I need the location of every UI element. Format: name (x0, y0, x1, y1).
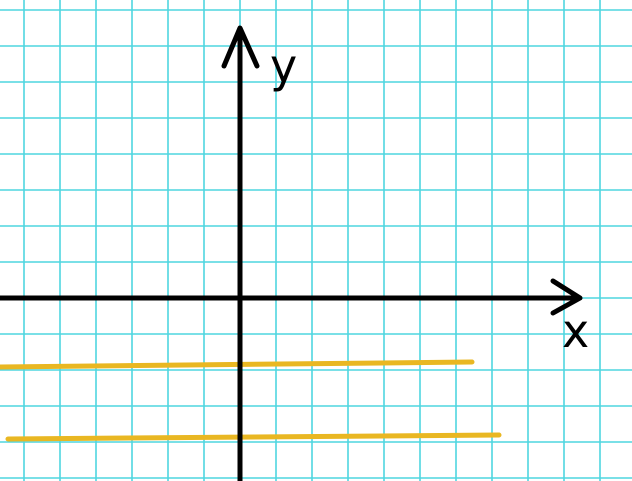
horizontal-line-upper (0, 359, 475, 370)
y-axis-arrowhead (221, 25, 260, 69)
horizontal-line-lower (5, 432, 502, 442)
x-axis-label: x (562, 304, 589, 358)
y-axis-label: y (270, 39, 297, 93)
x-axis-arrowhead (550, 278, 583, 316)
